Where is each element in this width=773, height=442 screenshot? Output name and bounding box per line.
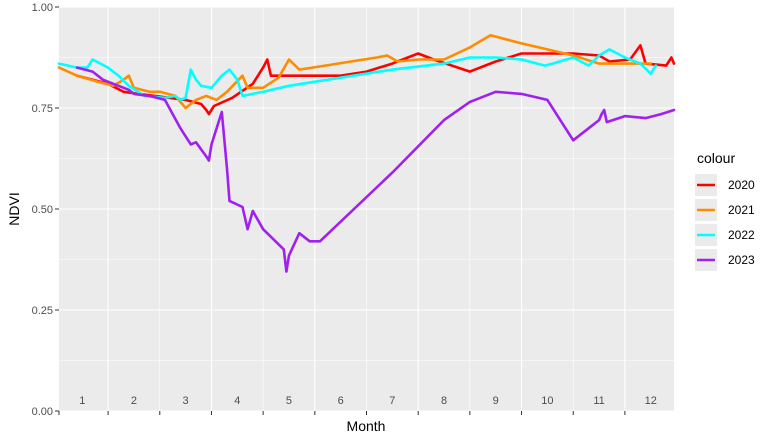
series-line-2021 bbox=[57, 34, 652, 110]
grid-lines bbox=[59, 6, 674, 412]
x-tick-label: 4 bbox=[234, 395, 240, 407]
y-axis: 0.00 0.25 0.50 0.75 1.00 bbox=[32, 2, 59, 418]
legend-label-2022: 2022 bbox=[728, 228, 755, 242]
x-tick-label: 7 bbox=[389, 395, 395, 407]
x-tick-label: 12 bbox=[645, 395, 657, 407]
x-tick-label: 10 bbox=[541, 395, 553, 407]
series-line-2020 bbox=[75, 44, 676, 116]
x-tick-label: 5 bbox=[286, 395, 292, 407]
x-tick-label: 2 bbox=[131, 395, 137, 407]
legend-label-2020: 2020 bbox=[728, 178, 755, 192]
x-tick-labels: 1 2 3 4 5 6 7 8 9 10 11 12 bbox=[58, 395, 657, 415]
legend: colour 2020 2021 2022 2023 bbox=[695, 150, 755, 271]
x-tick-label: 3 bbox=[183, 395, 189, 407]
legend-label-2021: 2021 bbox=[728, 203, 755, 217]
x-tick-label: 6 bbox=[338, 395, 344, 407]
legend-label-2023: 2023 bbox=[728, 253, 755, 267]
x-axis-title: Month bbox=[347, 418, 386, 434]
y-tick-label: 0.00 bbox=[32, 406, 53, 418]
x-tick-label: 9 bbox=[493, 395, 499, 407]
y-axis-title: NDVI bbox=[6, 192, 22, 225]
series-line-2023 bbox=[75, 66, 676, 273]
x-tick-label: 11 bbox=[593, 395, 604, 407]
y-tick-label: 0.75 bbox=[32, 103, 53, 115]
x-tick-label: 1 bbox=[79, 395, 85, 407]
y-tick-label: 0.25 bbox=[32, 305, 53, 317]
series-line-2022 bbox=[57, 48, 658, 102]
legend-items: 2020 2021 2022 2023 bbox=[695, 174, 755, 271]
y-tick-label: 1.00 bbox=[32, 2, 53, 14]
x-tick-label: 8 bbox=[441, 395, 447, 407]
legend-title: colour bbox=[697, 150, 735, 166]
y-tick-label: 0.50 bbox=[32, 204, 53, 216]
series-lines bbox=[57, 34, 676, 273]
